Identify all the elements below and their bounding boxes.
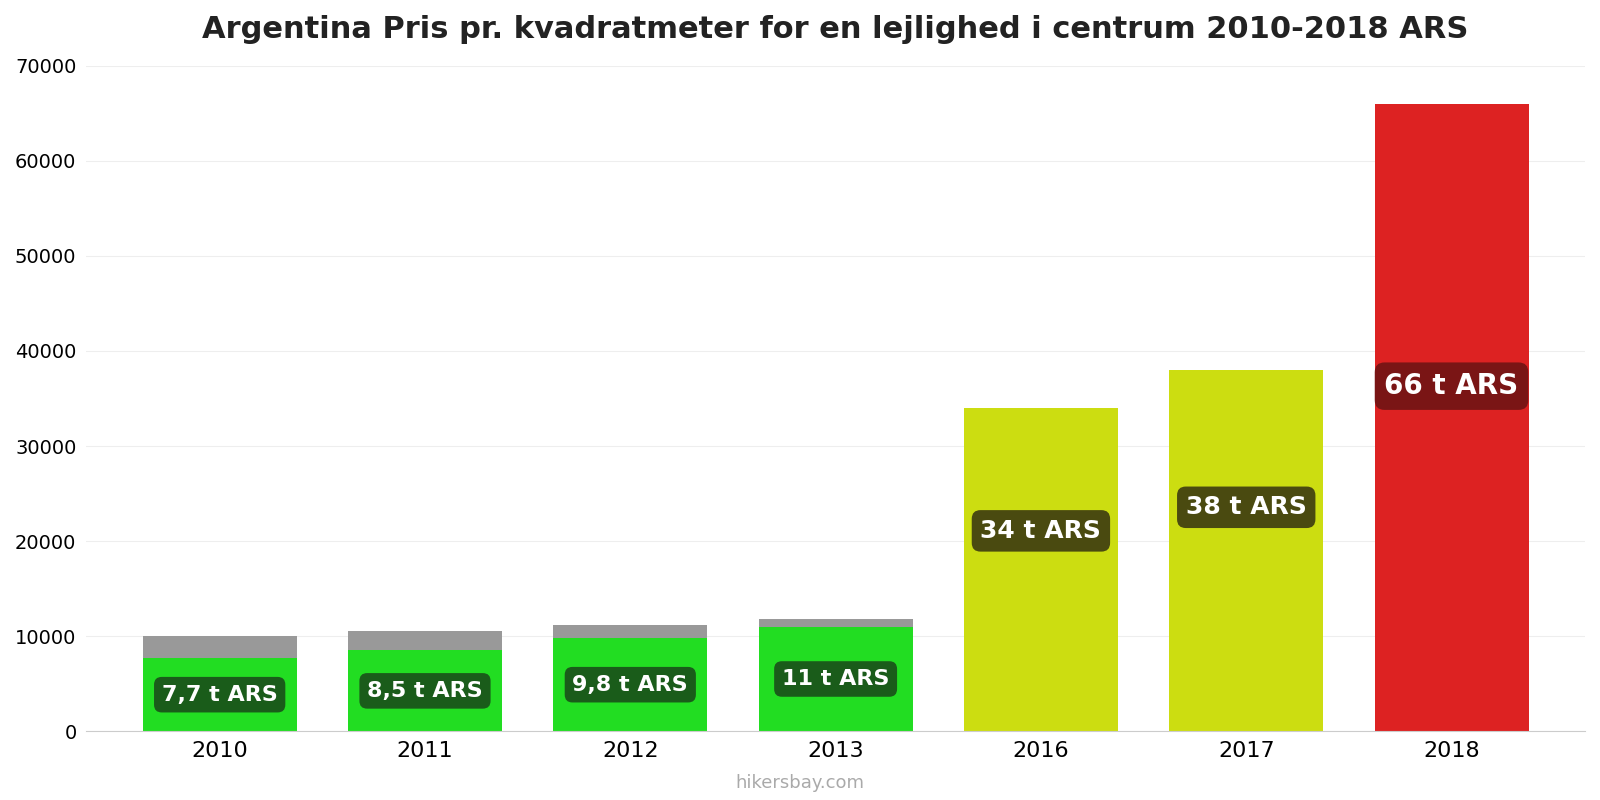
Text: 34 t ARS: 34 t ARS [981,519,1101,543]
Bar [554,625,707,638]
Text: 7,7 t ARS: 7,7 t ARS [162,685,277,705]
Bar [347,631,502,650]
Text: hikersbay.com: hikersbay.com [736,774,864,792]
Bar [347,650,502,731]
Bar [1170,370,1323,731]
Bar [758,619,912,626]
Bar [554,638,707,731]
Bar [142,658,296,731]
Bar [1374,104,1528,731]
Text: 8,5 t ARS: 8,5 t ARS [366,681,483,701]
Title: Argentina Pris pr. kvadratmeter for en lejlighed i centrum 2010-2018 ARS: Argentina Pris pr. kvadratmeter for en l… [203,15,1469,44]
Text: 11 t ARS: 11 t ARS [782,669,890,689]
Bar [758,626,912,731]
Text: 9,8 t ARS: 9,8 t ARS [573,674,688,694]
Text: 38 t ARS: 38 t ARS [1186,495,1307,519]
Bar [142,636,296,658]
Bar [963,408,1118,731]
Text: 66 t ARS: 66 t ARS [1384,372,1518,400]
